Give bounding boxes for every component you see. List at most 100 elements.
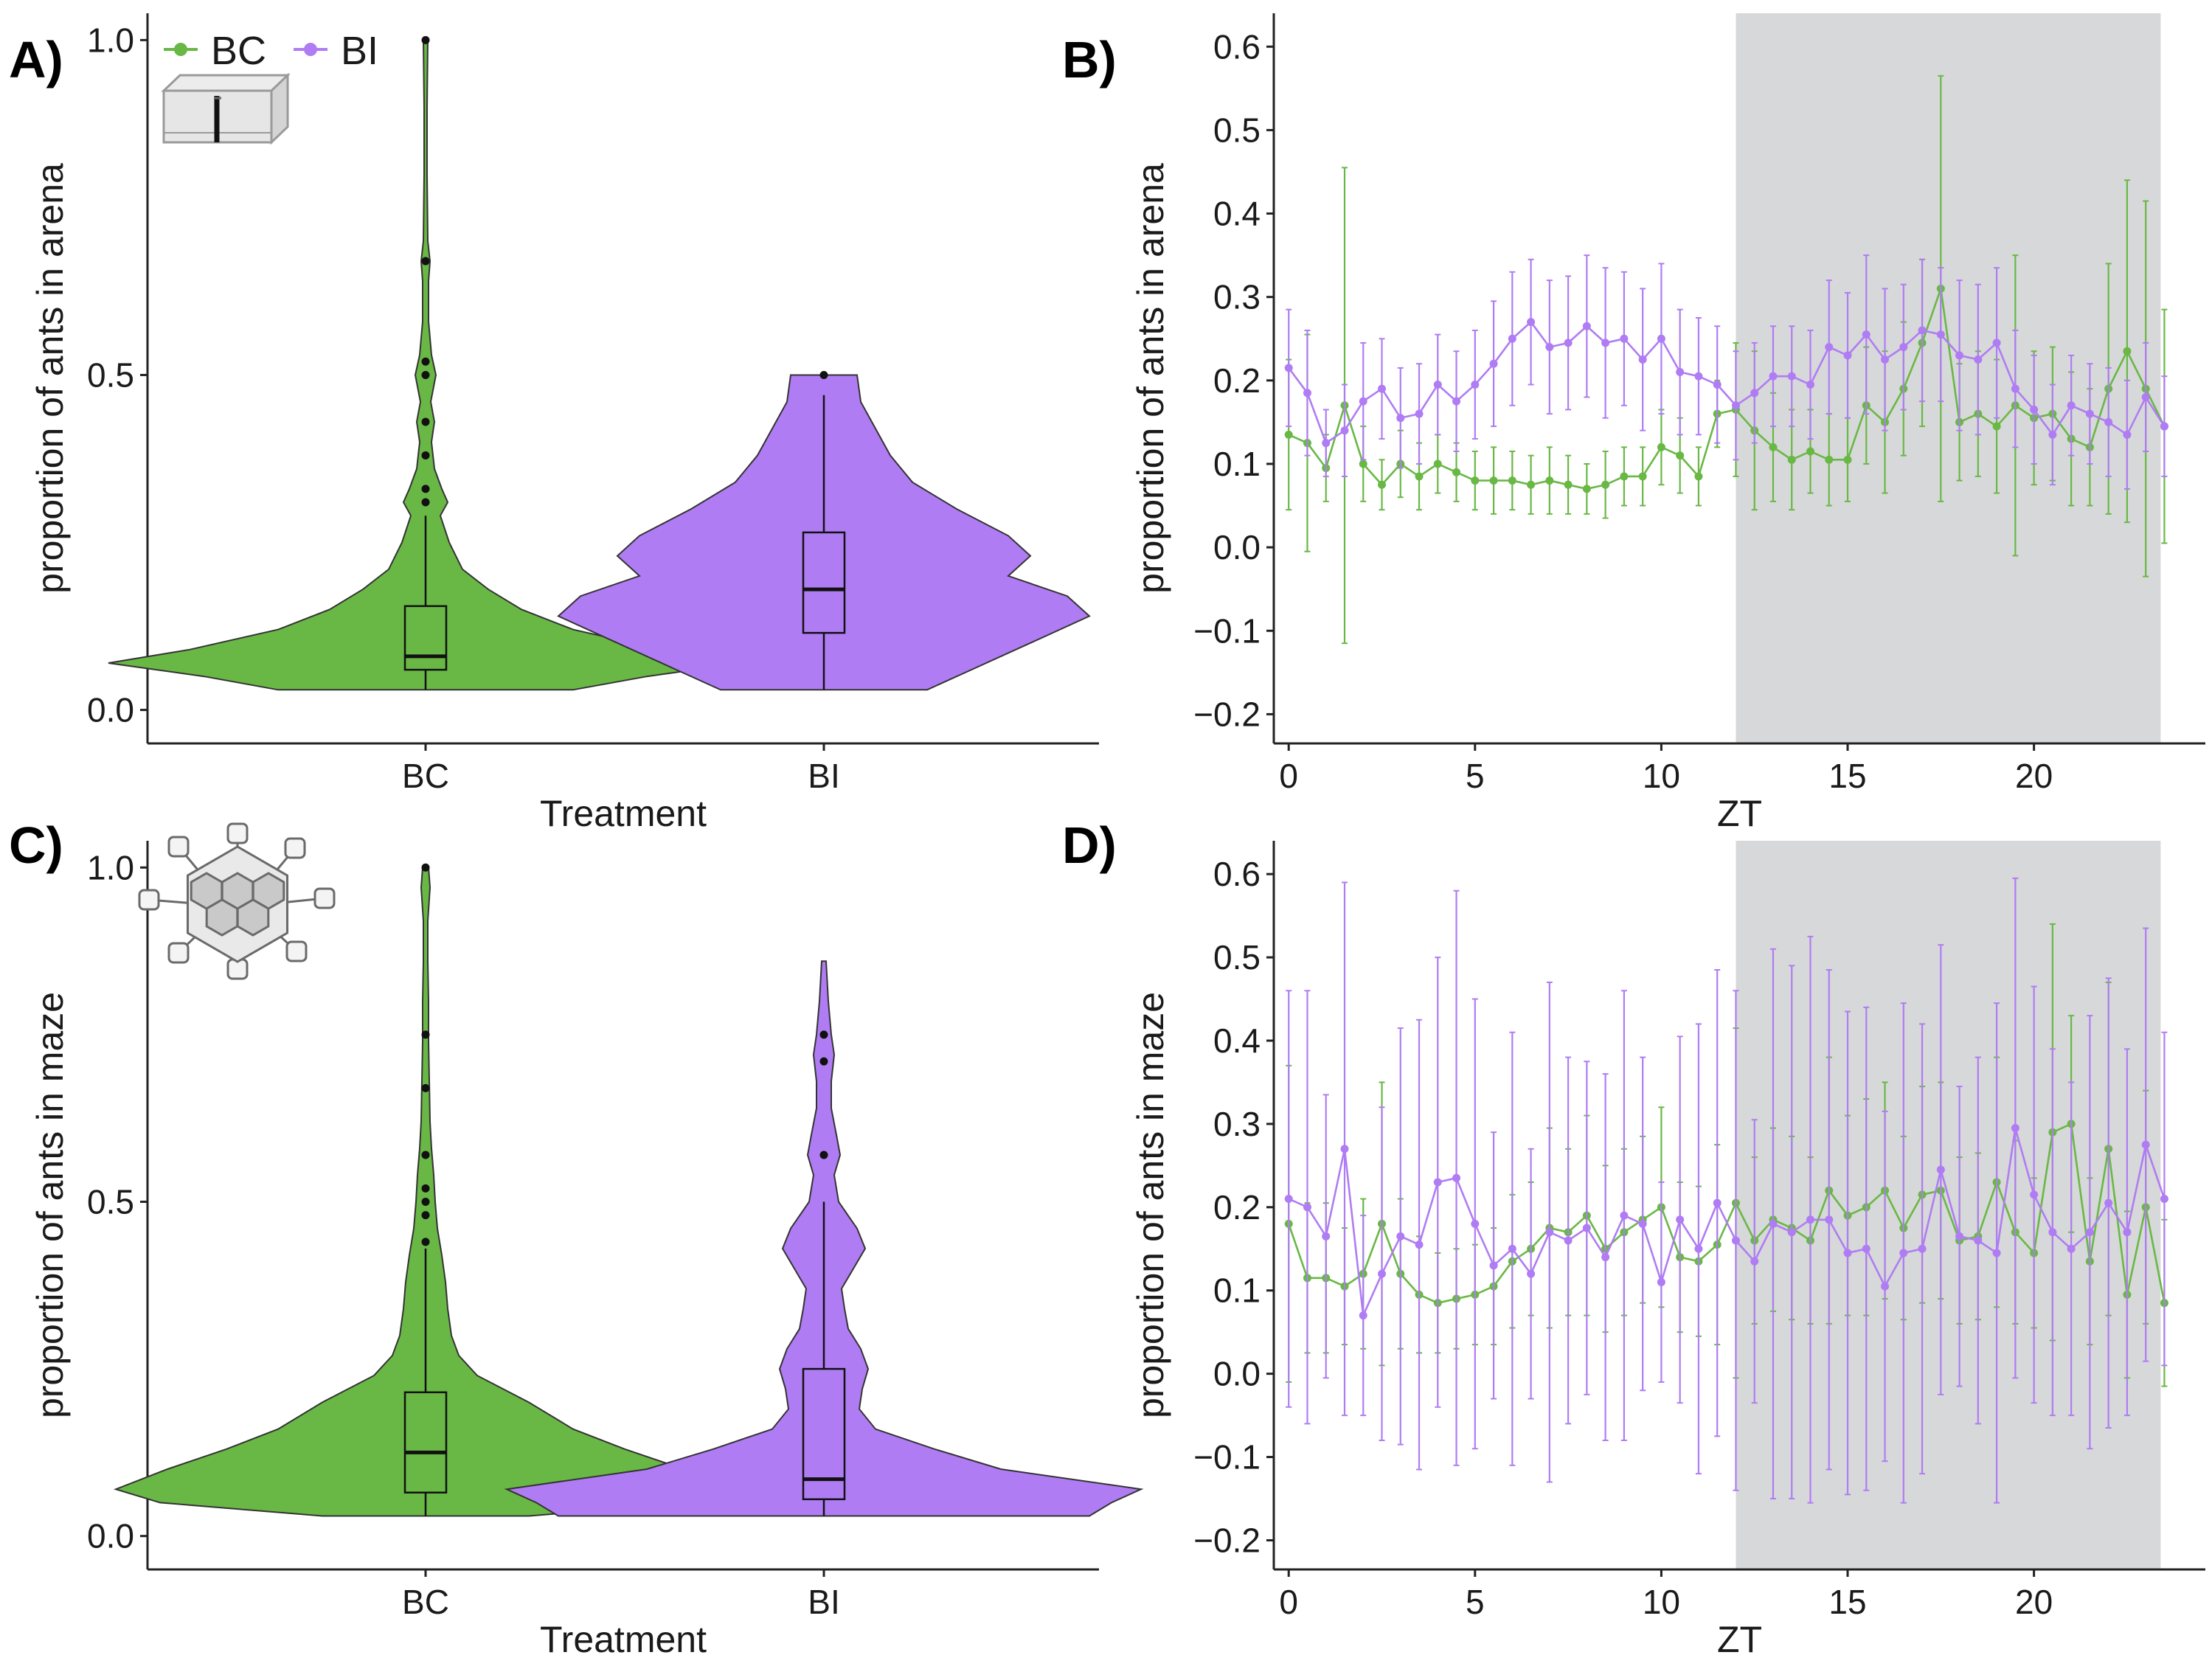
data-point-bi bbox=[1303, 1203, 1311, 1212]
outlier-point bbox=[421, 35, 430, 44]
data-point-bi bbox=[2011, 384, 2019, 393]
night-shade bbox=[1736, 841, 2161, 1569]
maze-hex-cell bbox=[205, 898, 239, 937]
data-point-bi bbox=[2011, 1124, 2019, 1133]
data-point-bi bbox=[1340, 1145, 1349, 1153]
data-point-bi bbox=[1601, 339, 1610, 347]
data-point-bi bbox=[1396, 1232, 1405, 1241]
data-point-bc bbox=[2123, 347, 2132, 355]
data-point-bi bbox=[1471, 380, 1480, 389]
legend-label-bi: BI bbox=[341, 29, 378, 73]
data-point-bi bbox=[1489, 359, 1498, 368]
data-point-bi bbox=[1676, 368, 1685, 377]
maze-chamber bbox=[284, 837, 306, 859]
data-point-bi bbox=[1471, 1219, 1480, 1228]
data-point-bc bbox=[1378, 480, 1387, 489]
data-point-bi bbox=[1527, 1269, 1536, 1278]
data-point-bi bbox=[1527, 318, 1536, 327]
data-point-bi bbox=[1359, 1311, 1367, 1320]
data-point-bc bbox=[1638, 472, 1647, 481]
data-point-bi bbox=[1694, 1244, 1703, 1253]
panel-b: B) −0.2 −0.1 0.0 0.1 0.2 0.3 0.4 0.5 0.6 ZT proport… bbox=[1062, 13, 2205, 834]
data-point-bi bbox=[1601, 1253, 1610, 1262]
maze-chamber bbox=[285, 940, 308, 962]
data-point-bi bbox=[1452, 1173, 1461, 1182]
data-point-bi bbox=[1731, 401, 1740, 410]
y-tick-label: 0.6 bbox=[1213, 855, 1261, 893]
data-point-bi bbox=[1713, 1198, 1722, 1207]
data-point-bi bbox=[1862, 1244, 1871, 1253]
data-point-bi bbox=[2160, 1195, 2168, 1204]
box-iqr bbox=[403, 605, 448, 671]
data-point-bi bbox=[1881, 1282, 1890, 1291]
data-point-bi bbox=[2104, 1198, 2113, 1207]
x-tick-label: 15 bbox=[1828, 757, 1866, 795]
data-point-bi bbox=[1657, 334, 1665, 343]
data-point-bc bbox=[1769, 443, 1778, 451]
x-tick-label: 15 bbox=[1828, 1583, 1866, 1621]
data-point-bi bbox=[1843, 1249, 1852, 1257]
data-point-bi bbox=[1284, 1195, 1293, 1204]
data-point-bc bbox=[1825, 455, 1834, 464]
outlier-point bbox=[421, 1184, 430, 1193]
outlier-point bbox=[421, 451, 430, 459]
data-point-bi bbox=[2141, 1140, 2150, 1149]
data-point-bc bbox=[1992, 422, 2001, 431]
data-point-bc bbox=[1508, 476, 1516, 485]
data-point-bi bbox=[1284, 364, 1293, 372]
data-point-bi bbox=[2104, 417, 2113, 426]
data-point-bi bbox=[1508, 1244, 1516, 1253]
data-point-bi bbox=[1731, 1236, 1740, 1245]
outlier-point bbox=[421, 1151, 430, 1159]
outlier-point bbox=[421, 863, 430, 872]
outlier-point bbox=[421, 417, 430, 426]
maze-hex-cell bbox=[236, 898, 270, 937]
y-tick-label: 0.0 bbox=[1213, 1355, 1261, 1393]
outlier-point bbox=[421, 1211, 430, 1220]
data-point-bi bbox=[2123, 1228, 2132, 1237]
panel-letter: B) bbox=[1062, 31, 1117, 89]
y-tick-label: 0.2 bbox=[1213, 1188, 1261, 1226]
panel-a: A) 0.0 0.5 1.0 Treatment proportion of ants i… bbox=[9, 13, 1099, 834]
data-point-bc bbox=[1471, 476, 1480, 485]
night-shade bbox=[1736, 13, 2161, 743]
data-point-bi bbox=[1992, 1249, 2001, 1257]
x-tick-label: 0 bbox=[1279, 1583, 1298, 1621]
data-point-bi bbox=[1433, 380, 1442, 389]
data-point-bi bbox=[1769, 372, 1778, 381]
x-tick-label: 10 bbox=[1643, 757, 1680, 795]
data-point-bi bbox=[1843, 351, 1852, 360]
hexagonal-maze-icon bbox=[138, 822, 336, 980]
data-point-bi bbox=[1396, 414, 1405, 423]
data-point-bi bbox=[1340, 426, 1349, 435]
legend-item-bc: BC bbox=[164, 29, 266, 73]
data-point-bi bbox=[1825, 343, 1834, 352]
data-point-bi bbox=[1620, 334, 1629, 343]
data-point-bc bbox=[1452, 468, 1461, 476]
data-point-bi bbox=[1750, 389, 1759, 398]
data-point-bi bbox=[2141, 392, 2150, 401]
y-tick-label: 0.6 bbox=[1213, 27, 1261, 66]
data-point-bi bbox=[2085, 409, 2094, 418]
y-tick-label: 0.5 bbox=[1213, 111, 1261, 149]
y-tick-label: 0.3 bbox=[1213, 1105, 1261, 1143]
panel-letter: A) bbox=[9, 31, 63, 89]
legend: BC BI bbox=[164, 29, 378, 73]
y-axis-title: proportion of ants in arena bbox=[1130, 163, 1171, 594]
data-point-bi bbox=[1881, 355, 1890, 364]
data-point-bi bbox=[1545, 1228, 1554, 1237]
maze-chamber bbox=[313, 887, 336, 909]
data-point-bi bbox=[1378, 1269, 1387, 1278]
y-tick-label: −0.1 bbox=[1193, 1438, 1261, 1477]
x-axis-title: ZT bbox=[1717, 1619, 1762, 1655]
outlier-point bbox=[421, 1083, 430, 1092]
outlier-point bbox=[819, 370, 828, 379]
data-point-bi bbox=[1433, 1178, 1442, 1187]
y-tick-label: 0.5 bbox=[1213, 938, 1261, 976]
panel-d: D) −0.2 −0.1 0.0 0.1 0.2 0.3 0.4 0.5 0.6 ZT proport… bbox=[1062, 816, 2205, 1655]
data-point-bi bbox=[1769, 1219, 1778, 1228]
outlier-point bbox=[421, 1197, 430, 1206]
x-tick-label: 5 bbox=[1466, 757, 1485, 795]
data-point-bi bbox=[2030, 1190, 2039, 1199]
data-point-bi bbox=[2123, 430, 2132, 439]
